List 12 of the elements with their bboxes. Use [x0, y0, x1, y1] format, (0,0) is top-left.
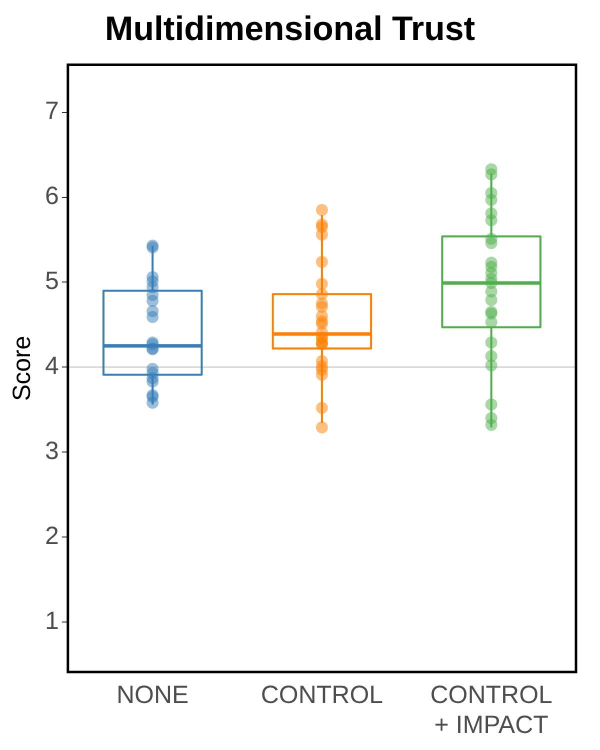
y-tick-label: 6 [45, 182, 59, 210]
y-tick-label: 7 [45, 97, 59, 126]
y-axis-title: Score [8, 336, 36, 402]
x-tick-label: CONTROL [260, 680, 384, 709]
x-tick-label: NONE [116, 680, 189, 709]
y-tick-label: 2 [45, 522, 59, 550]
y-tick-label: 1 [45, 606, 59, 635]
chart-title: Multidimensional Trust [104, 10, 476, 48]
y-tick-label: 5 [45, 267, 59, 296]
y-tick-label: 4 [45, 352, 59, 380]
y-tick-label: 3 [45, 436, 59, 465]
x-tick-label: CONTROL + IMPACT [430, 680, 553, 739]
